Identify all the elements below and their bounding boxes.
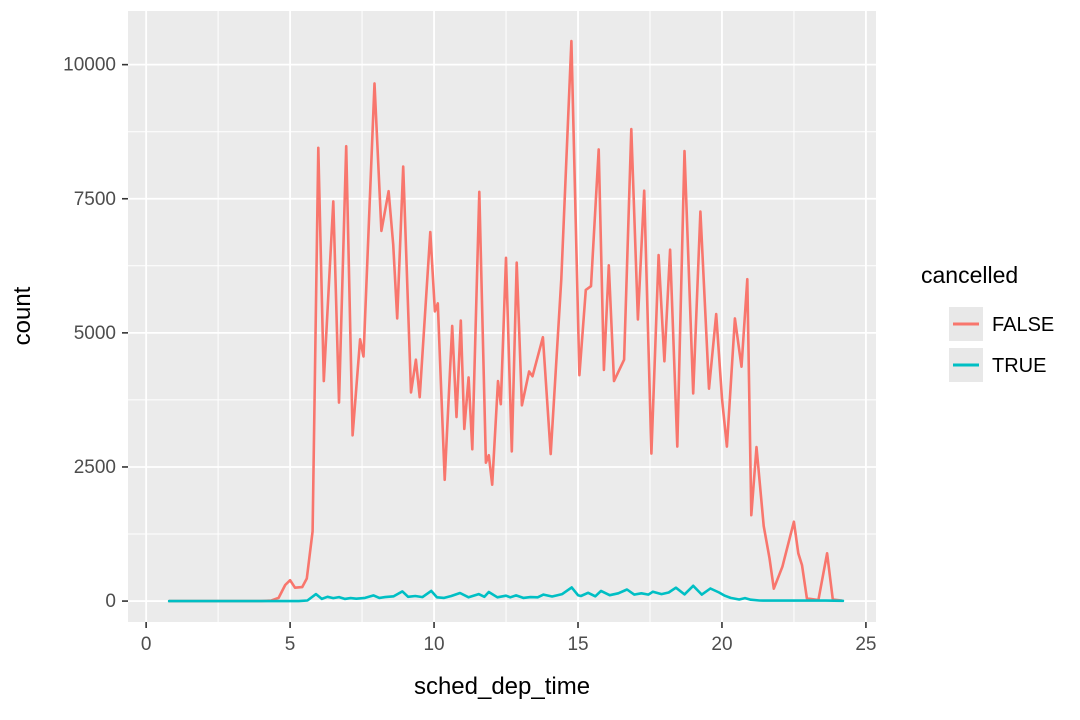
legend-label-false: FALSE	[992, 314, 1054, 336]
axis-tick-marks	[122, 63, 867, 628]
x-tick-label: 10	[423, 634, 444, 655]
legend-label-true: TRUE	[992, 355, 1046, 377]
y-tick-label: 10000	[63, 55, 116, 76]
x-tick-label: 25	[855, 634, 876, 655]
x-axis-title: sched_dep_time	[414, 673, 590, 700]
series-line-true	[167, 584, 845, 603]
y-tick-label: 5000	[74, 323, 116, 344]
y-tick-label: 2500	[74, 457, 116, 478]
minor-gridlines	[128, 11, 876, 622]
x-axis-tick-labels: 0 5 10 15 20 25	[141, 634, 877, 655]
x-tick-label: 15	[567, 634, 588, 655]
y-axis-title: count	[9, 286, 36, 345]
plot-panel	[128, 11, 876, 622]
y-tick-label: 7500	[74, 189, 116, 210]
y-tick-label: 0	[105, 591, 116, 612]
legend-title: cancelled	[921, 262, 1018, 288]
x-tick-label: 5	[285, 634, 296, 655]
series-line-false	[167, 39, 843, 603]
data-series-lines	[167, 39, 845, 603]
x-tick-label: 0	[141, 634, 152, 655]
legend: cancelled FALSE TRUE	[921, 262, 1054, 382]
x-tick-label: 20	[711, 634, 732, 655]
y-axis-tick-labels: 0 2500 5000 7500 10000	[63, 55, 116, 612]
